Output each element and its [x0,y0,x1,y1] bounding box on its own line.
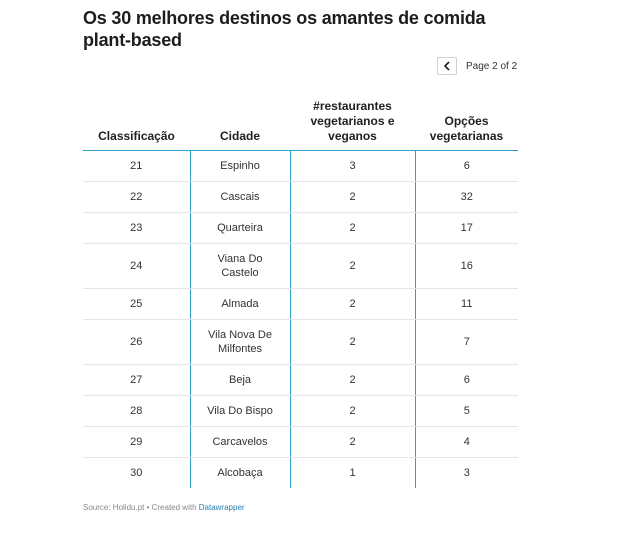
city-name: Vila Do Bispo [207,404,273,417]
restaurants-cell: 2 [290,426,416,458]
table-body: 21 Espinho 3 6 22 Cascais 2 32 23 Quarteira 2 17 24 V… [83,150,518,488]
city-cell: Viana Do Castelo [190,243,291,289]
column-header-restaurantes: #restaurantes vegetarianos e veganos [290,94,415,151]
city-cell: Vila Do Bispo [190,395,291,427]
city-cell: Carcavelos [190,426,291,458]
chevron-left-icon [443,61,450,71]
restaurants-cell: 2 [290,212,416,244]
city-name: Carcavelos [212,435,268,448]
options-cell: 6 [415,364,518,396]
city-name: Vila Nova De Milfontes [208,328,272,355]
city-name: Alcobaça [217,466,263,479]
rank-cell: 28 [83,395,191,427]
column-header-classificacao: Classificação [83,94,190,151]
table-row: 27 Beja 2 6 [83,364,518,396]
source-text: Source: Holidu.pt • Created with [83,503,199,512]
options-cell: 17 [415,212,518,244]
column-header-restaurantes-label: #restaurantes vegetarianos e veganos [310,98,395,143]
rank-cell: 25 [83,288,191,320]
options-cell: 32 [415,181,518,213]
city-cell: Almada [190,288,291,320]
table-row: 21 Espinho 3 6 [83,150,518,182]
options-cell: 7 [415,319,518,365]
options-cell: 11 [415,288,518,320]
rank-cell: 29 [83,426,191,458]
rank-cell: 21 [83,150,191,182]
options-cell: 3 [463,466,470,479]
options-cell: 6 [415,150,518,182]
rank-cell: 23 [83,212,191,244]
pagination: Page 2 of 2 [437,56,517,76]
restaurants-cell: 2 [290,288,416,320]
data-table: Classificação Cidade #restaurantes veget… [83,94,518,488]
options-cell: 5 [415,395,518,427]
rank-cell: 26 [83,319,191,365]
city-cell: Beja [190,364,291,396]
city-name: Viana Do Castelo [217,252,263,279]
city-cell: Quarteira [190,212,291,244]
chart-title: Os 30 melhores destinos os amantes de co… [83,8,486,50]
source-note: Source: Holidu.pt • Created with Datawra… [83,503,245,512]
restaurants-cell: 2 [290,395,416,427]
rank-cell: 22 [83,181,191,213]
options-cell: 4 [415,426,518,458]
city-name: Cascais [220,190,260,203]
table-row: 29 Carcavelos 2 4 [83,426,518,458]
city-name: Almada [221,297,259,310]
city-name: Espinho [220,159,260,172]
restaurants-cell: 2 [290,364,416,396]
rank-cell: 27 [83,364,191,396]
restaurants-cell: 2 [290,243,416,289]
city-name: Beja [228,373,252,386]
column-header-cidade: Cidade [190,94,290,151]
previous-page-button[interactable] [437,57,457,75]
column-header-opcoes-label: Opções vegetarianas [429,113,504,143]
header-row: Classificação Cidade #restaurantes veget… [83,94,518,151]
table-row: 28 Vila Do Bispo 2 5 [83,395,518,427]
table-row: 30 Alcobaça 1 3 [83,457,518,488]
city-cell: Vila Nova De Milfontes [190,319,291,365]
city-cell: Cascais [190,181,291,213]
city-name: Quarteira [217,221,263,234]
page-indicator: Page 2 of 2 [466,60,518,72]
table-row: 25 Almada 2 11 [83,288,518,320]
table-row: 23 Quarteira 2 17 [83,212,518,244]
restaurants-cell: 2 [290,181,416,213]
table-row: 26 Vila Nova De Milfontes 2 7 [83,319,518,365]
city-cell: Alcobaça [190,457,291,488]
options-cell: 16 [415,243,518,289]
table-row: 24 Viana Do Castelo 2 16 [83,243,518,289]
table-row: 22 Cascais 2 32 [83,181,518,213]
restaurants-cell: 3 [290,150,416,182]
city-cell: Espinho [190,150,291,182]
rank-cell: 30 [83,457,191,488]
restaurants-cell: 1 [290,457,416,488]
rank-cell: 24 [83,243,191,289]
column-header-opcoes: Opções vegetarianas [415,94,518,151]
restaurants-cell: 2 [290,319,416,365]
datawrapper-link[interactable]: Datawrapper [198,503,245,512]
